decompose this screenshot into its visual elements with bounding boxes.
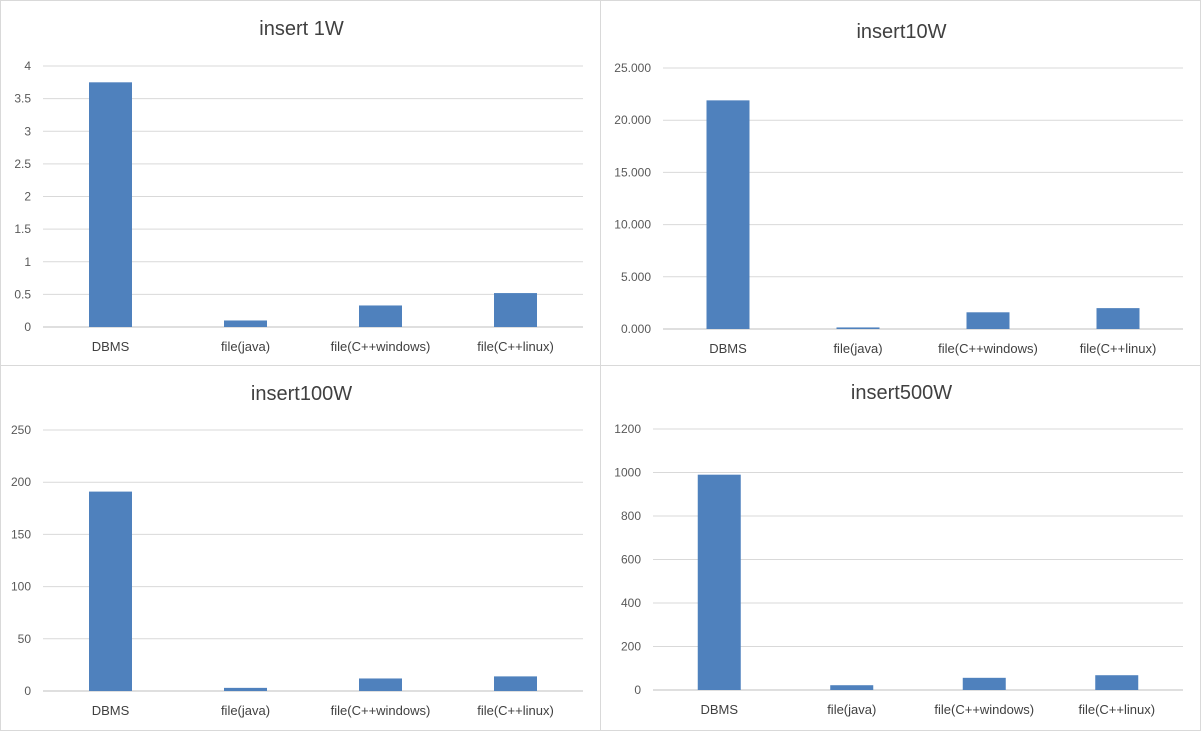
x-category-label: DBMS <box>700 702 738 717</box>
y-tick-label: 0.5 <box>14 287 31 301</box>
bar <box>224 320 267 327</box>
bar <box>1095 675 1139 690</box>
chart-insert-10w: insert10W 0.000 5.000 10.000 15.000 20.000 25.… <box>614 21 1183 356</box>
chart-title: insert 1W <box>259 18 344 40</box>
y-tick-label: 200 <box>621 640 641 654</box>
y-tick-label: 800 <box>621 509 641 523</box>
bar <box>830 685 874 690</box>
y-tick-label: 1200 <box>614 422 641 436</box>
y-tick-label: 1 <box>24 255 31 269</box>
y-tick-label: 0.000 <box>621 322 651 336</box>
x-category-label: DBMS <box>92 703 130 718</box>
bar <box>962 677 1006 690</box>
x-category-label: file(C++windows) <box>331 703 431 718</box>
y-tick-label: 5.000 <box>621 270 651 284</box>
bar <box>494 676 537 691</box>
chart-title: insert10W <box>856 21 946 43</box>
x-category-label: file(java) <box>221 703 270 718</box>
bar <box>1096 308 1140 329</box>
chart-insert-100w: insert100W 0 50 100 150 200 250 DBMS file(java) f… <box>11 383 583 718</box>
y-tick-label: 2 <box>24 190 31 204</box>
x-category-label: file(C++linux) <box>477 703 554 718</box>
y-tick-label: 3 <box>24 124 31 138</box>
y-tick-label: 0 <box>24 684 31 698</box>
y-tick-label: 0 <box>634 683 641 697</box>
chart-panel-insert-1w: insert 1W 0 0.5 1 1.5 2 2.5 3 3.5 4 DBMS file(java)… <box>0 0 601 366</box>
x-category-label: file(C++windows) <box>938 341 1038 356</box>
bar <box>966 312 1010 329</box>
y-tick-label: 50 <box>18 632 32 646</box>
chart-title: insert500W <box>851 382 952 404</box>
y-tick-label: 150 <box>11 527 31 541</box>
x-category-label: DBMS <box>709 341 747 356</box>
y-tick-label: 3.5 <box>14 92 31 106</box>
chart-panel-insert-500w: insert500W 0 200 400 600 800 1000 1200 DBMS file(… <box>600 365 1201 731</box>
y-tick-label: 10.000 <box>614 218 651 232</box>
x-category-label: DBMS <box>92 339 130 354</box>
y-tick-label: 25.000 <box>614 61 651 75</box>
bar <box>836 327 880 329</box>
y-tick-label: 1000 <box>614 466 641 480</box>
chart-panel-insert-10w: insert10W 0.000 5.000 10.000 15.000 20.000 25.… <box>600 0 1201 366</box>
bar <box>359 305 402 327</box>
x-category-label: file(C++windows) <box>331 339 431 354</box>
bar <box>224 687 267 691</box>
bar <box>89 491 132 691</box>
y-tick-label: 1.5 <box>14 222 31 236</box>
bar <box>359 678 402 691</box>
x-category-label: file(C++linux) <box>1078 702 1155 717</box>
y-tick-label: 0 <box>24 320 31 334</box>
y-tick-label: 15.000 <box>614 165 651 179</box>
x-category-label: file(C++linux) <box>477 339 554 354</box>
bar <box>697 474 741 690</box>
y-tick-label: 100 <box>11 580 31 594</box>
chart-panel-insert-100w: insert100W 0 50 100 150 200 250 DBMS file(java) f… <box>0 365 601 731</box>
y-tick-label: 600 <box>621 553 641 567</box>
bar <box>494 293 537 327</box>
x-category-label: file(java) <box>833 341 882 356</box>
y-tick-label: 20.000 <box>614 113 651 127</box>
y-tick-label: 4 <box>24 59 31 73</box>
x-category-label: file(C++windows) <box>934 702 1034 717</box>
bar <box>706 100 750 329</box>
x-category-label: file(java) <box>221 339 270 354</box>
chart-insert-1w: insert 1W 0 0.5 1 1.5 2 2.5 3 3.5 4 DBMS file(java)… <box>14 18 583 354</box>
y-tick-label: 2.5 <box>14 157 31 171</box>
y-tick-label: 250 <box>11 423 31 437</box>
x-category-label: file(java) <box>827 702 876 717</box>
chart-title: insert100W <box>251 383 352 405</box>
chart-insert-500w: insert500W 0 200 400 600 800 1000 1200 DBMS file(… <box>614 382 1183 717</box>
y-tick-label: 400 <box>621 596 641 610</box>
x-category-label: file(C++linux) <box>1080 341 1157 356</box>
bar <box>89 82 132 327</box>
y-tick-label: 200 <box>11 475 31 489</box>
